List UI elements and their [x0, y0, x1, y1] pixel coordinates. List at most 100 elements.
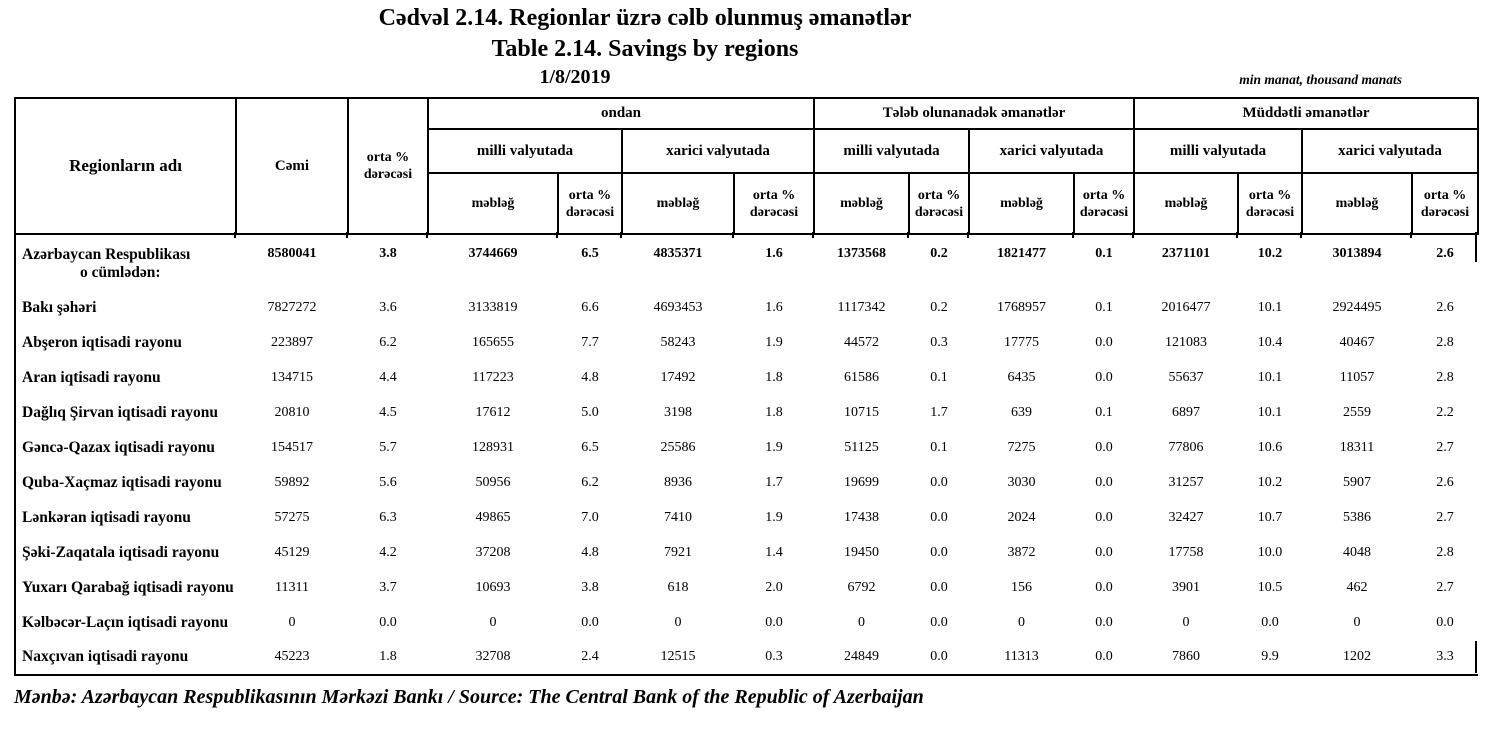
column-header-rate: orta % dərəcəsi: [1073, 172, 1136, 235]
value-cell: 5.7: [379, 439, 397, 455]
source-note: Mənbə: Azərbaycan Respublikasının Mərkəz…: [14, 686, 924, 708]
value-cell: 3198: [664, 404, 692, 420]
value-cell: 4.2: [379, 544, 397, 560]
value-cell: 117223: [472, 369, 514, 385]
value-cell: 4693453: [653, 299, 703, 315]
column-header-rate: orta % dərəcəsi: [1237, 172, 1304, 235]
value-cell: 10.6: [1257, 439, 1283, 455]
value-cell: 7.7: [581, 334, 599, 350]
column-group-time-deposits: Müddətli əmanətlər: [1133, 97, 1480, 130]
value-cell: 3744669: [468, 246, 518, 261]
value-cell: 6.5: [581, 246, 599, 261]
value-cell: 0: [489, 614, 497, 630]
value-cell: 2.4: [558, 640, 622, 676]
value-cell: 2.8: [1436, 334, 1454, 350]
value-cell: 0.0: [909, 640, 970, 676]
value-cell: 57275: [274, 509, 310, 525]
border-tick-right-top: [1475, 232, 1477, 262]
value-cell: 639: [1011, 404, 1033, 420]
value-cell: 121083: [1165, 334, 1208, 350]
value-cell: 8580041: [267, 246, 317, 261]
table-row: Gəncə-Qazax iqtisadi rayonu 154517 5.7 1289…: [14, 430, 1478, 465]
value-cell: 61586: [844, 369, 880, 385]
value-cell: 17612: [475, 404, 511, 420]
value-cell: 10.4: [1257, 334, 1283, 350]
value-cell: 8936: [664, 474, 692, 490]
region-name: Aran iqtisadi rayonu: [22, 368, 161, 386]
savings-table: Regionların adı Cəmi orta % dərəcəsi ond…: [14, 97, 1480, 676]
value-cell: 0.1: [1095, 404, 1113, 420]
value-cell: 10.1: [1257, 369, 1283, 385]
value-cell: 0.1: [1095, 246, 1113, 261]
region-cell: Kəlbəcər-Laçın iqtisadi rayonu: [14, 605, 236, 640]
value-cell: 32708: [428, 640, 558, 676]
value-cell: 0.0: [1261, 614, 1279, 630]
value-cell: 0.0: [1074, 640, 1135, 676]
value-cell: 40467: [1339, 334, 1375, 350]
column-header-amount: məbləğ: [621, 172, 735, 235]
value-cell: 17775: [1004, 334, 1040, 350]
value-cell: 0.0: [1095, 614, 1113, 630]
value-cell: 77806: [1168, 439, 1204, 455]
value-cell: 2.8: [1436, 544, 1454, 560]
value-cell: 44572: [844, 334, 880, 350]
border-tick: [556, 232, 558, 238]
border-tick: [234, 232, 236, 238]
table-body: Azərbaycan Respublikası o cümlədən: 858004…: [14, 234, 1479, 676]
region-name: Şəki-Zaqatala iqtisadi rayonu: [22, 543, 220, 561]
value-cell: 1.9: [765, 439, 783, 455]
value-cell: 5907: [1343, 474, 1372, 490]
value-cell: 3.8: [581, 579, 599, 595]
table-row: Şəki-Zaqatala iqtisadi rayonu 45129 4.2 372…: [14, 535, 1478, 570]
border-tick: [1132, 232, 1134, 238]
value-cell: 7410: [664, 509, 692, 525]
value-cell: 11313: [969, 640, 1075, 676]
value-cell: 0: [674, 614, 682, 630]
value-cell: 1.7: [765, 474, 783, 490]
value-cell: 1.8: [765, 369, 783, 385]
value-cell: 0.1: [930, 369, 948, 385]
value-cell: 7275: [1007, 439, 1036, 455]
value-cell: 3.3: [1412, 640, 1479, 676]
value-cell: 0.0: [765, 614, 783, 630]
value-cell: 2016477: [1161, 299, 1211, 315]
value-cell: 5.6: [379, 474, 397, 490]
value-cell: 1117342: [837, 299, 886, 315]
value-cell: 4835371: [653, 246, 703, 261]
table-area: Regionların adı Cəmi orta % dərəcəsi ond…: [14, 97, 1480, 676]
value-cell: 59892: [274, 474, 310, 490]
value-cell: 3133819: [468, 299, 518, 315]
region-name: Lənkəran iqtisadi rayonu: [22, 508, 191, 526]
value-cell: 2.6: [1436, 299, 1454, 315]
value-cell: 6897: [1172, 404, 1201, 420]
border-tick: [907, 232, 909, 238]
value-cell: 0.0: [1095, 544, 1113, 560]
value-cell: 10.5: [1257, 579, 1283, 595]
region-subnote: o cümlədən:: [80, 264, 161, 281]
region-cell: Naxçıvan iqtisadi rayonu: [14, 640, 236, 676]
value-cell: 6.3: [379, 509, 397, 525]
region-name: Dağlıq Şirvan iqtisadi rayonu: [22, 403, 218, 421]
value-cell: 1.8: [348, 640, 428, 676]
value-cell: 7827272: [267, 299, 317, 315]
value-cell: 223897: [271, 334, 313, 350]
value-cell: 10715: [844, 404, 880, 420]
value-cell: 0.0: [930, 544, 948, 560]
table-row: Quba-Xaçmaz iqtisadi rayonu 59892 5.6 50956…: [14, 465, 1478, 500]
value-cell: 5.0: [581, 404, 599, 420]
value-cell: 2.6: [1436, 246, 1454, 261]
value-cell: 2.2: [1436, 404, 1454, 420]
table-row: Naxçıvan iqtisadi rayonu 45223 1.8 32708 2.4…: [14, 640, 1479, 676]
column-group-ondan: ondan: [426, 97, 816, 130]
border-tick-right-bottom: [1475, 641, 1477, 673]
value-cell: 2371101: [1161, 246, 1211, 261]
value-cell: 55637: [1168, 369, 1204, 385]
value-cell: 0: [288, 614, 296, 630]
region-cell: Bakı şəhəri: [14, 290, 236, 325]
page-title-en: Table 2.14. Savings by regions: [491, 36, 799, 62]
value-cell: 25586: [660, 439, 696, 455]
value-cell: 1373568: [837, 246, 887, 261]
value-cell: 1.9: [765, 509, 783, 525]
column-header-rate: orta % dərəcəsi: [908, 172, 971, 235]
value-cell: 0: [1018, 614, 1026, 630]
